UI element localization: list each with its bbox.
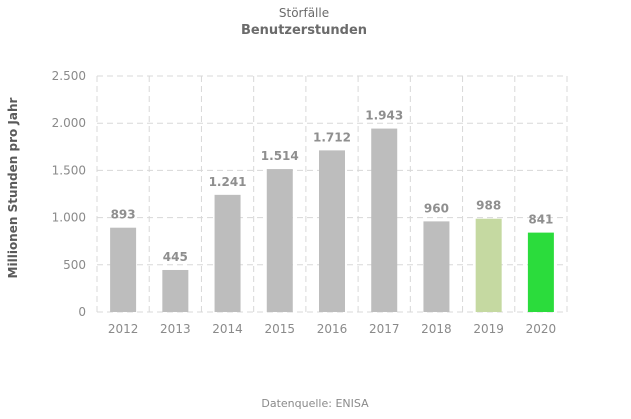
y-tick-label: 1.000 [52, 211, 86, 225]
y-tick-label: 500 [63, 258, 86, 272]
chart-title: Störfälle [279, 6, 329, 20]
data-label-2016: 1.712 [313, 130, 351, 144]
x-tick-label: 2013 [160, 322, 191, 336]
x-tick-label: 2012 [108, 322, 139, 336]
x-tick-label: 2018 [421, 322, 452, 336]
x-tick-label: 2017 [369, 322, 400, 336]
data-label-2015: 1.514 [261, 149, 299, 163]
data-label-2017: 1.943 [365, 109, 403, 123]
bar-2019 [475, 218, 502, 312]
data-label-2013: 445 [163, 250, 188, 264]
data-label-2012: 893 [111, 208, 136, 222]
data-label-2018: 960 [424, 201, 449, 215]
bar-2012 [110, 227, 137, 312]
bar-2016 [319, 150, 345, 312]
bar-2013 [162, 269, 189, 312]
bar-2017 [371, 128, 398, 312]
chart-subtitle: Benutzerstunden [241, 23, 367, 38]
y-axis-ticks: 0 500 1.000 1.500 2.000 2.500 [52, 69, 86, 319]
y-tick-label: 2.500 [52, 69, 86, 83]
bar-2014 [214, 194, 241, 312]
bar-2020 [527, 232, 554, 312]
bars [110, 128, 554, 312]
x-tick-label: 2015 [265, 322, 296, 336]
data-label-2019: 988 [476, 199, 501, 213]
data-label-2020: 841 [528, 213, 553, 227]
y-tick-label: 1.500 [52, 163, 86, 177]
data-label-2014: 1.241 [209, 175, 247, 189]
bar-2018 [423, 221, 450, 312]
y-tick-label: 0 [78, 305, 86, 319]
source-note: Datenquelle: ENISA [261, 397, 369, 410]
bar-2015 [266, 169, 293, 312]
data-labels: 893 445 1.241 1.514 1.712 1.943 960 988 841 [111, 109, 554, 264]
x-tick-label: 2014 [212, 322, 243, 336]
x-tick-label: 2020 [526, 322, 557, 336]
x-tick-label: 2016 [317, 322, 348, 336]
x-axis-ticks: 2012 2013 2014 2015 2016 2017 2018 2019 2020 [108, 322, 556, 336]
x-tick-label: 2019 [473, 322, 504, 336]
y-tick-label: 2.000 [52, 116, 86, 130]
y-axis-label: Millionen Stunden pro Jahr [6, 97, 20, 278]
